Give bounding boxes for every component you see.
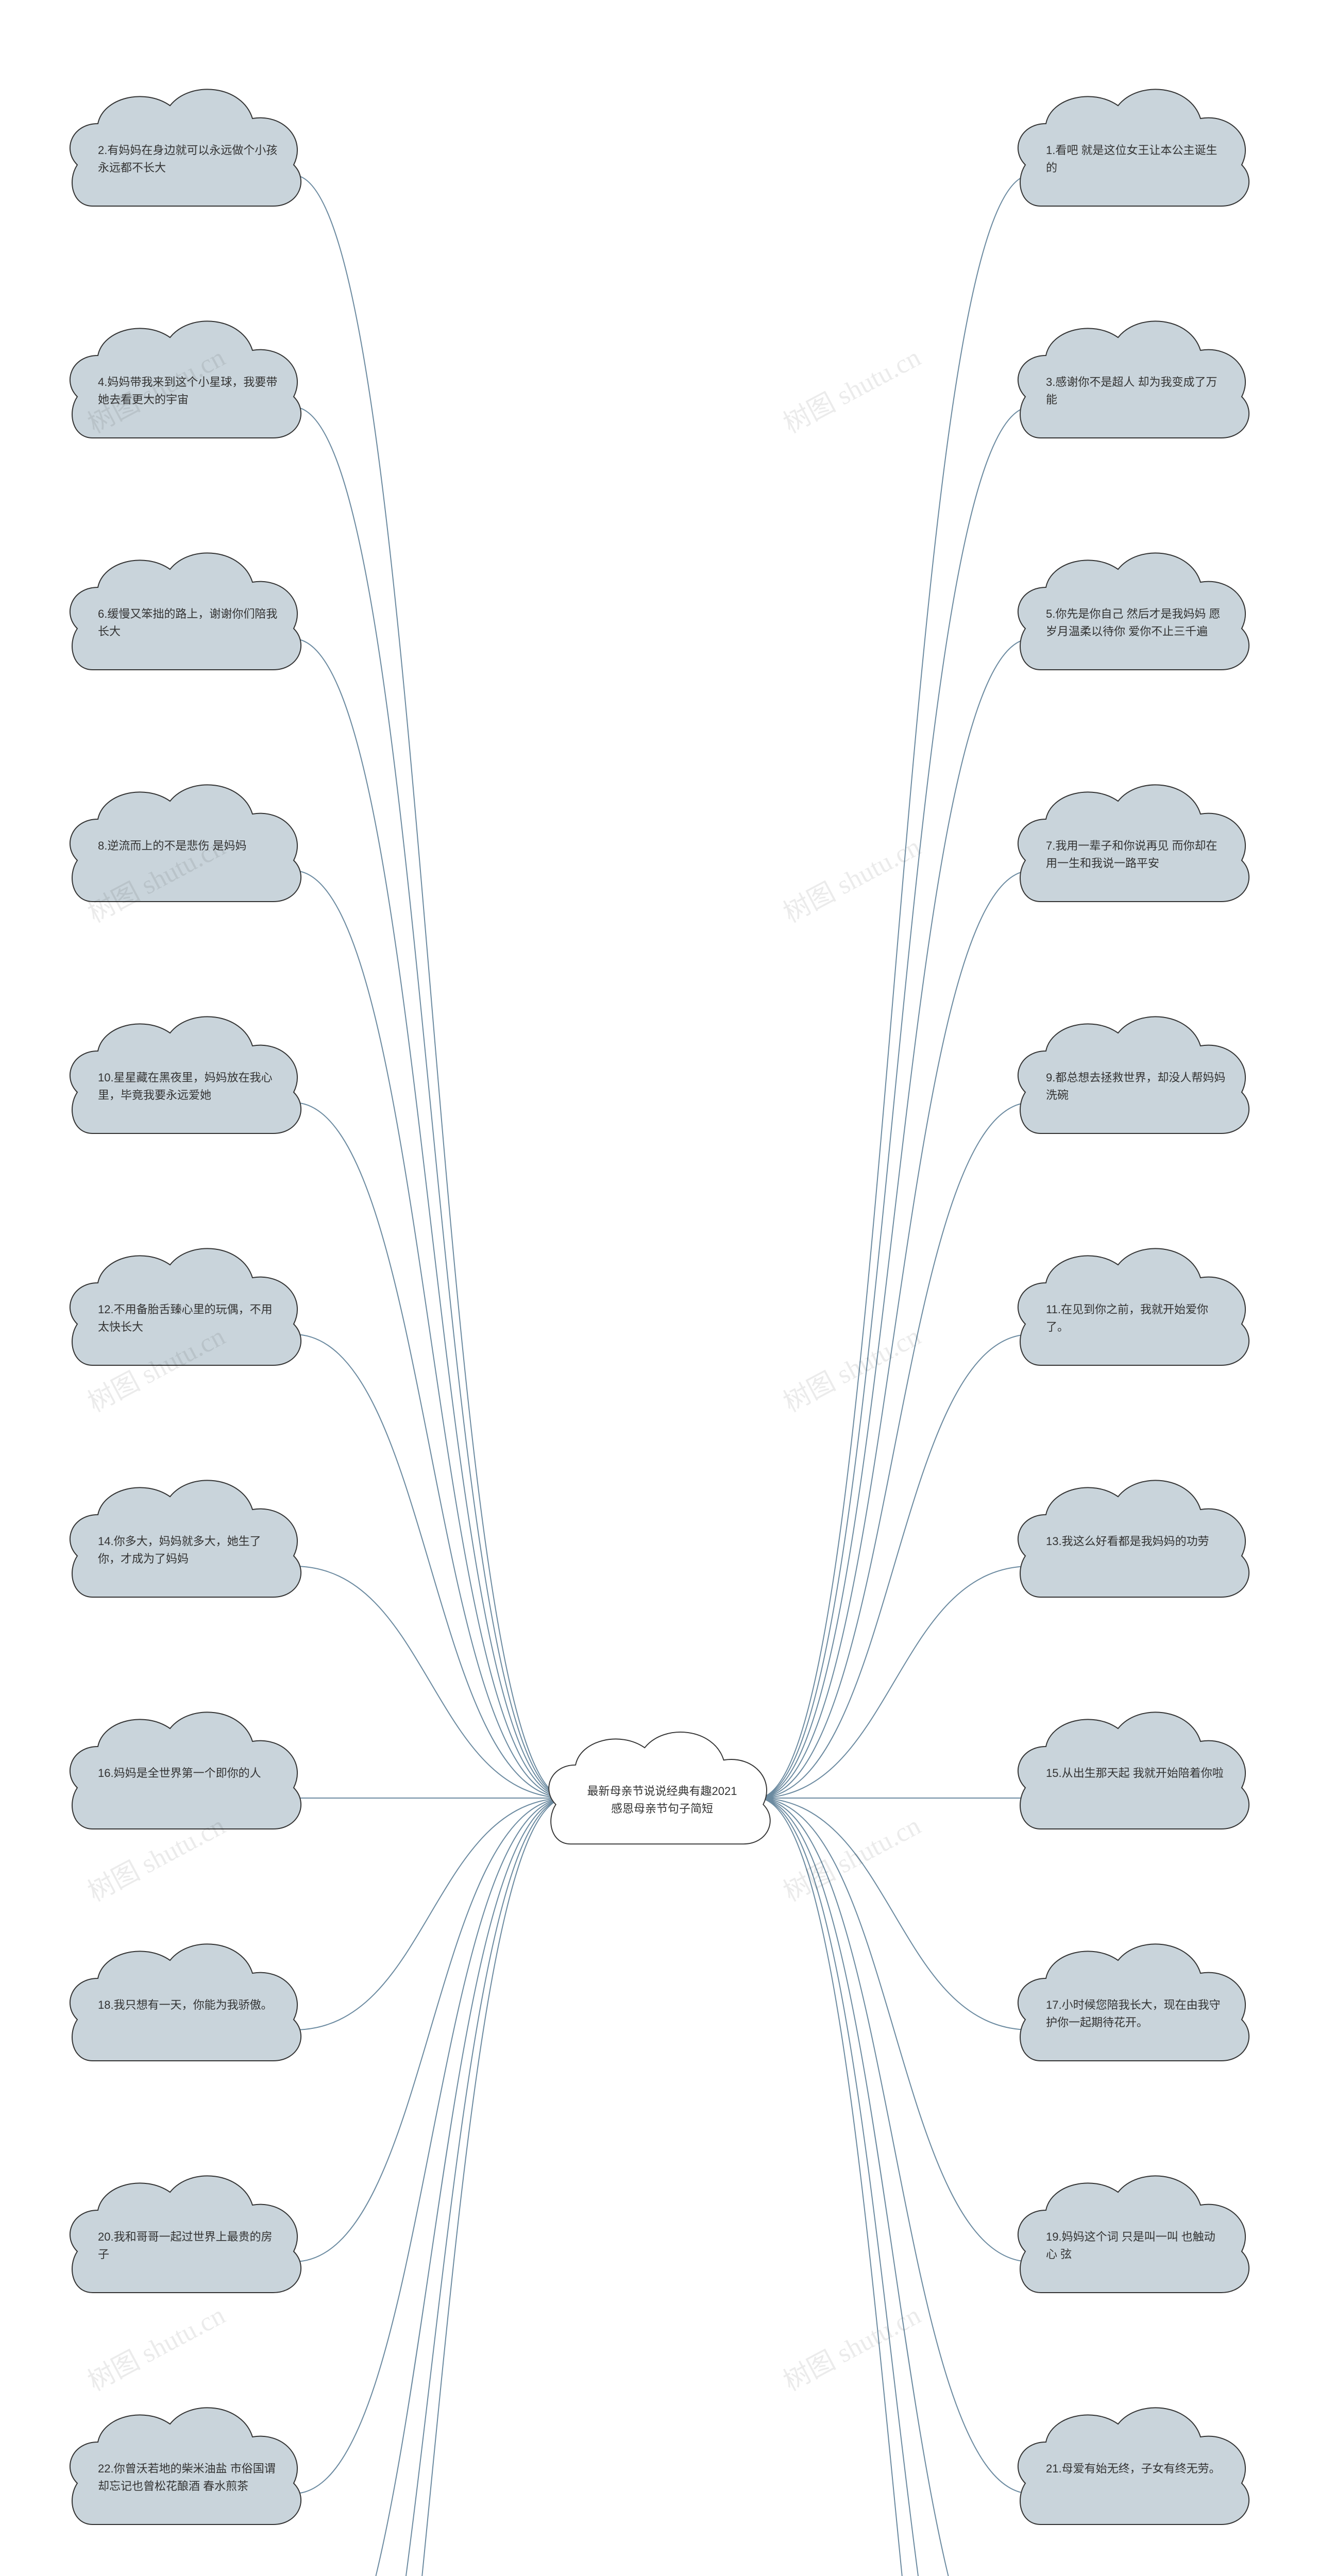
node-label: 21.母爱有始无终，子女有终无劳。	[1046, 2460, 1226, 2478]
diagram-canvas: 最新母亲节说说经典有趣2021感恩母亲节句子简短 2.有妈妈在身边就可以永远做个…	[0, 0, 1319, 2576]
node-label: 1.看吧 就是这位女王让本公主诞生的	[1046, 142, 1226, 177]
watermark: 树图 shutu.cn	[775, 2294, 926, 2398]
left-node: 6.缓慢又笨拙的路上，谢谢你们陪我长大	[62, 536, 309, 690]
right-node: 17.小时候您陪我长大，现在由我守护你一起期待花开。	[1010, 1927, 1257, 2081]
edge	[294, 1566, 567, 1798]
edge	[294, 1798, 567, 2576]
left-node: 22.你曾沃若地的柴米油盐 市俗国谓 却忘记也曾松花酿酒 春水煎茶	[62, 2391, 309, 2545]
edge	[757, 407, 1030, 1798]
edge	[294, 1334, 567, 1798]
node-label: 17.小时候您陪我长大，现在由我守护你一起期待花开。	[1046, 1996, 1226, 2031]
watermark: 树图 shutu.cn	[775, 825, 926, 930]
edge	[294, 1798, 567, 2494]
left-node: 20.我和哥哥一起过世界上最贵的房子	[62, 2159, 309, 2313]
node-label: 7.我用一辈子和你说再见 而你却在用一生和我说一路平安	[1046, 837, 1226, 872]
edge	[757, 1798, 1030, 2030]
node-label: 22.你曾沃若地的柴米油盐 市俗国谓 却忘记也曾松花酿酒 春水煎茶	[98, 2460, 278, 2495]
edge	[757, 1798, 1030, 2576]
right-node: 7.我用一辈子和你说再见 而你却在用一生和我说一路平安	[1010, 768, 1257, 922]
left-node: 12.不用备胎舌臻心里的玩偶，不用太快长大	[62, 1231, 309, 1386]
edge	[757, 871, 1030, 1798]
edge	[294, 1798, 567, 2576]
edge	[757, 1798, 1030, 2494]
edge	[757, 1798, 1030, 2576]
center-node: 最新母亲节说说经典有趣2021感恩母亲节句子简短	[541, 1716, 778, 1865]
node-label: 8.逆流而上的不是悲伤 是妈妈	[98, 837, 278, 855]
right-node: 19.妈妈这个词 只是叫一叫 也触动心 弦	[1010, 2159, 1257, 2313]
edge	[757, 1798, 1030, 2262]
edge	[294, 1798, 567, 2576]
edge	[294, 1798, 567, 2262]
right-node: 21.母爱有始无终，子女有终无劳。	[1010, 2391, 1257, 2545]
node-label: 20.我和哥哥一起过世界上最贵的房子	[98, 2228, 278, 2263]
right-node: 1.看吧 就是这位女王让本公主诞生的	[1010, 72, 1257, 227]
node-label: 2.有妈妈在身边就可以永远做个小孩永远都不长大	[98, 142, 278, 177]
node-label: 5.你先是你自己 然后才是我妈妈 愿岁月温柔以待你 爱你不止三千遍	[1046, 605, 1226, 640]
watermark: 树图 shutu.cn	[775, 336, 926, 440]
right-node: 15.从出生那天起 我就开始陪着你啦	[1010, 1695, 1257, 1850]
edge	[757, 1566, 1030, 1798]
node-label: 18.我只想有一天，你能为我骄傲。	[98, 1996, 278, 2014]
right-node: 11.在见到你之前，我就开始爱你了。	[1010, 1231, 1257, 1386]
node-label: 11.在见到你之前，我就开始爱你了。	[1046, 1301, 1226, 1336]
right-node: 3.感谢你不是超人 却为我变成了万能	[1010, 304, 1257, 459]
left-node: 4.妈妈带我来到这个小星球，我要带她去看更大的宇宙	[62, 304, 309, 459]
node-label: 13.我这么好看都是我妈妈的功劳	[1046, 1533, 1226, 1550]
left-node: 10.星星藏在黑夜里，妈妈放在我心里，毕竟我要永远爱她	[62, 999, 309, 1154]
watermark: 树图 shutu.cn	[775, 1804, 926, 1909]
left-node: 14.你多大，妈妈就多大，她生了你，才成为了妈妈	[62, 1463, 309, 1618]
right-node: 5.你先是你自己 然后才是我妈妈 愿岁月温柔以待你 爱你不止三千遍	[1010, 536, 1257, 690]
right-node: 13.我这么好看都是我妈妈的功劳	[1010, 1463, 1257, 1618]
node-label: 6.缓慢又笨拙的路上，谢谢你们陪我长大	[98, 605, 278, 640]
edge	[757, 175, 1030, 1798]
edge	[757, 1103, 1030, 1798]
edge	[757, 639, 1030, 1798]
left-node: 8.逆流而上的不是悲伤 是妈妈	[62, 768, 309, 922]
edge	[757, 1798, 1030, 2576]
left-node: 18.我只想有一天，你能为我骄傲。	[62, 1927, 309, 2081]
edge	[294, 639, 567, 1798]
node-label: 4.妈妈带我来到这个小星球，我要带她去看更大的宇宙	[98, 374, 278, 409]
watermark: 树图 shutu.cn	[775, 1315, 926, 1419]
edge	[294, 1798, 567, 2030]
edge	[757, 1334, 1030, 1798]
left-node: 2.有妈妈在身边就可以永远做个小孩永远都不长大	[62, 72, 309, 227]
node-label: 10.星星藏在黑夜里，妈妈放在我心里，毕竟我要永远爱她	[98, 1069, 278, 1104]
edge	[294, 871, 567, 1798]
edge	[294, 1103, 567, 1798]
edge	[294, 407, 567, 1798]
center-label: 最新母亲节说说经典有趣2021感恩母亲节句子简短	[582, 1783, 742, 1818]
node-label: 16.妈妈是全世界第一个即你的人	[98, 1765, 278, 1782]
left-node: 16.妈妈是全世界第一个即你的人	[62, 1695, 309, 1850]
right-node: 9.都总想去拯救世界，却没人帮妈妈洗碗	[1010, 999, 1257, 1154]
node-label: 3.感谢你不是超人 却为我变成了万能	[1046, 374, 1226, 409]
node-label: 12.不用备胎舌臻心里的玩偶，不用太快长大	[98, 1301, 278, 1336]
node-label: 15.从出生那天起 我就开始陪着你啦	[1046, 1765, 1226, 1782]
node-label: 9.都总想去拯救世界，却没人帮妈妈洗碗	[1046, 1069, 1226, 1104]
edge	[294, 175, 567, 1798]
node-label: 19.妈妈这个词 只是叫一叫 也触动心 弦	[1046, 2228, 1226, 2263]
node-label: 14.你多大，妈妈就多大，她生了你，才成为了妈妈	[98, 1533, 278, 1568]
